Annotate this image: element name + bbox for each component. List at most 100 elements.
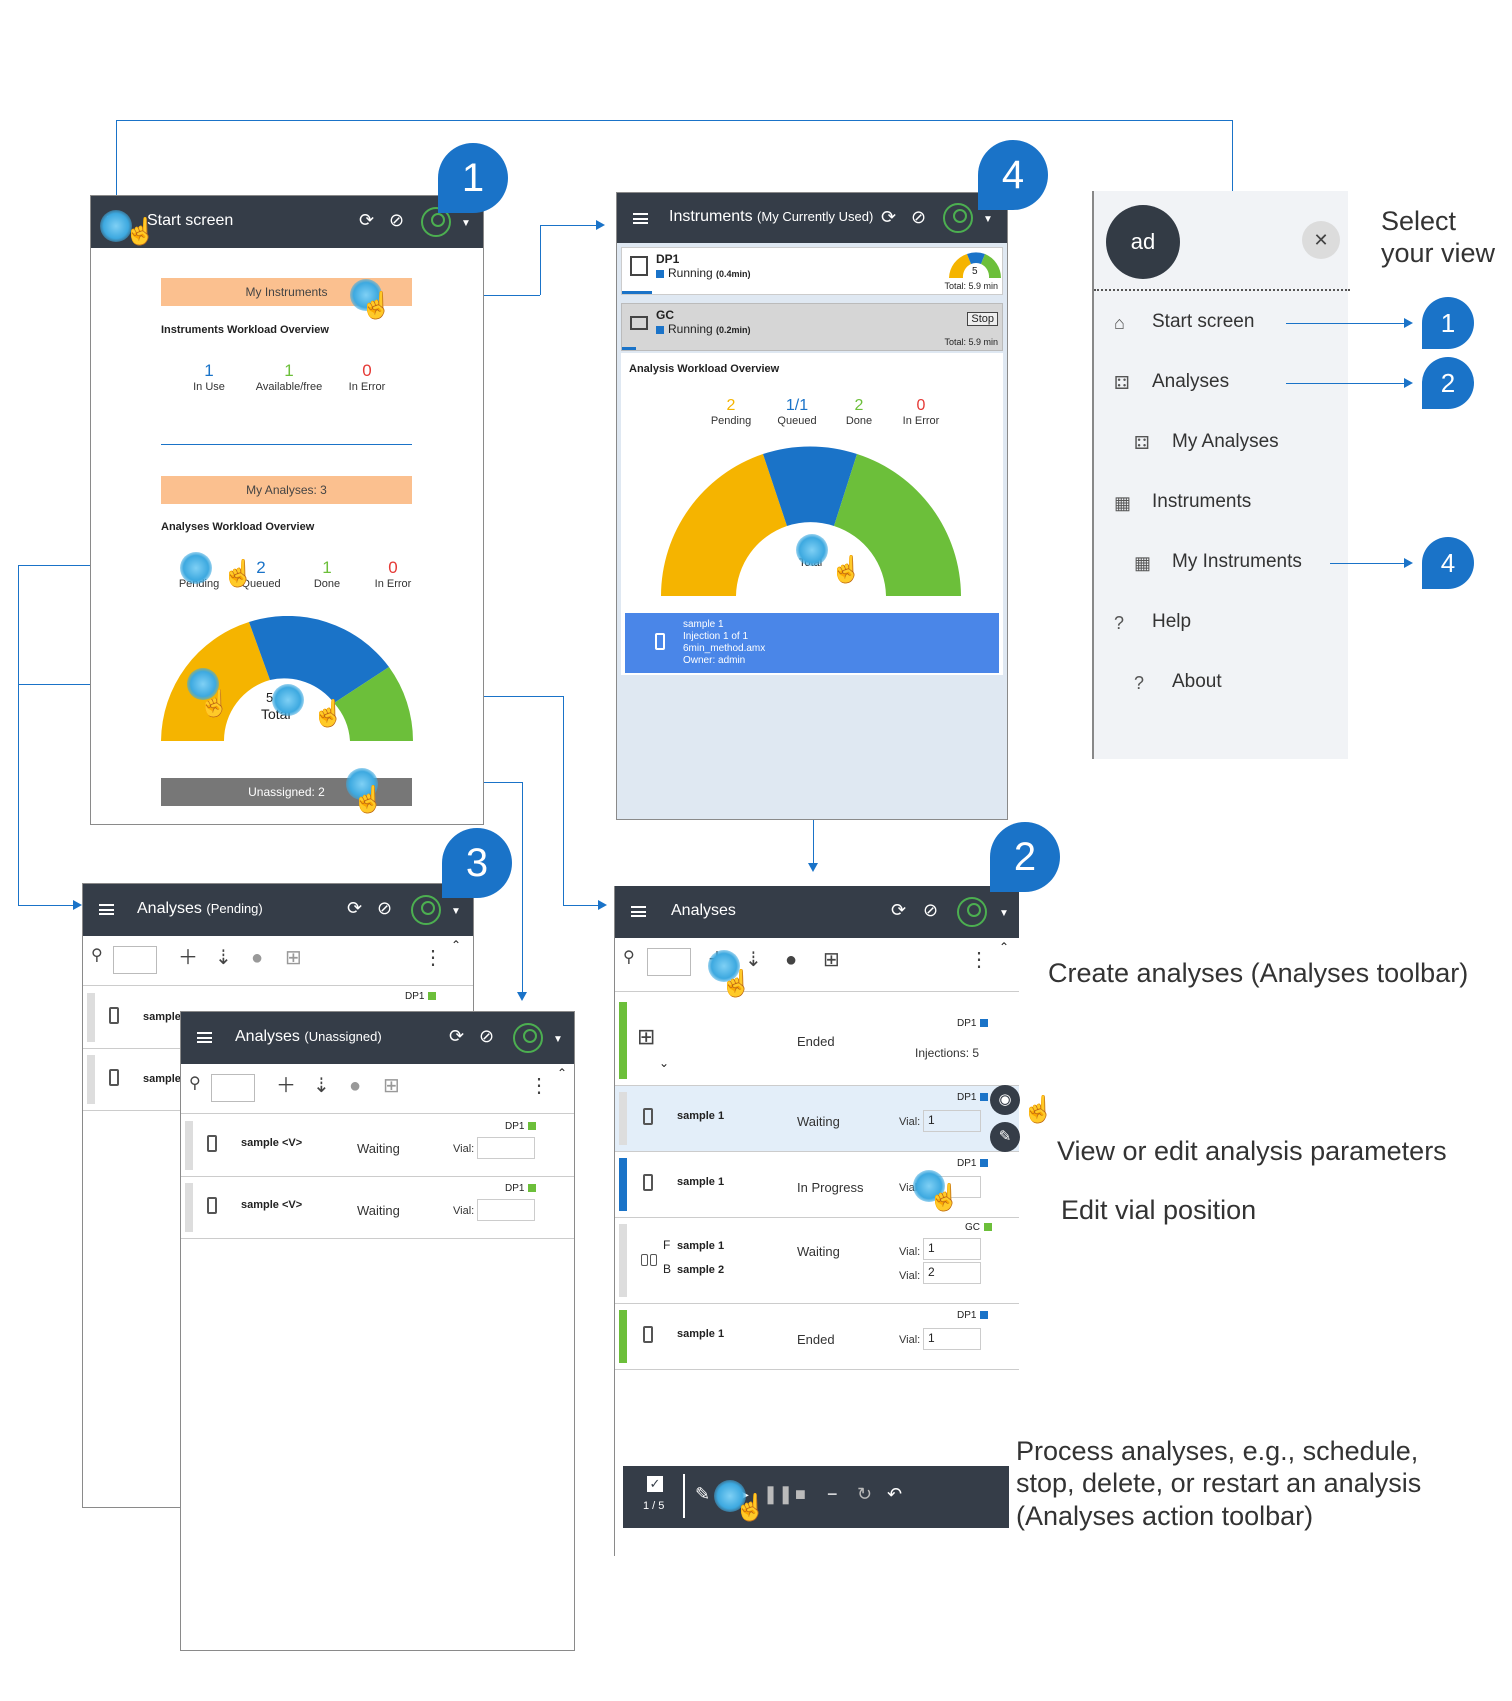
menu-item[interactable]: About <box>1172 671 1222 692</box>
remove-icon[interactable]: − <box>827 1484 838 1504</box>
stat-2[interactable]: 1 Done <box>287 558 367 590</box>
notifications-off-icon[interactable]: ⊘ <box>479 1026 495 1046</box>
stat-0[interactable]: 1 In Use <box>169 361 249 393</box>
vial-input[interactable]: 2 <box>923 1262 981 1284</box>
vial-input[interactable] <box>477 1199 535 1221</box>
chevron-down-icon[interactable]: ▼ <box>983 214 993 225</box>
chevron-down-icon[interactable]: ▼ <box>451 906 461 917</box>
stop-icon[interactable]: ■ <box>795 1484 806 1504</box>
add-icon[interactable]: ＋ <box>276 1075 296 1097</box>
restart-icon[interactable]: ↻ <box>857 1484 873 1504</box>
user-avatar-icon[interactable] <box>513 1023 543 1053</box>
user-avatar[interactable]: ad <box>1106 205 1180 279</box>
menu-item[interactable]: Instruments <box>1152 491 1252 512</box>
stat-3[interactable]: 0 In Error <box>881 397 961 427</box>
user-avatar-icon[interactable] <box>411 895 441 925</box>
done-segment[interactable] <box>834 454 961 596</box>
my-analyses-banner[interactable]: My Analyses: 3 <box>161 476 412 504</box>
stat-2[interactable]: 0 In Error <box>327 361 407 393</box>
queued-segment[interactable] <box>249 616 389 703</box>
search-icon[interactable]: ⚲ <box>623 949 635 966</box>
menu-icon[interactable] <box>99 904 114 915</box>
collapse-icon[interactable]: ⌃ <box>999 940 1010 954</box>
sort-icon[interactable]: ⇣ <box>745 949 762 971</box>
group-icon[interactable]: ⊞ <box>285 947 302 969</box>
add-icon[interactable]: ＋ <box>178 947 198 969</box>
more-icon[interactable]: ⋮ <box>969 949 989 971</box>
stat-3[interactable]: 0 In Error <box>353 558 433 590</box>
collapse-icon[interactable]: ⌃ <box>557 1066 568 1080</box>
search-icon[interactable]: ⚲ <box>189 1075 201 1092</box>
notifications-off-icon[interactable]: ⊘ <box>923 900 939 920</box>
edit-icon[interactable]: ✎ <box>695 1484 711 1504</box>
user-filter-icon[interactable]: ● <box>251 947 264 969</box>
stat-1[interactable]: 2 Queued <box>221 558 301 590</box>
search-input[interactable] <box>647 948 691 976</box>
stop-button[interactable]: Stop <box>967 312 998 326</box>
menu-icon[interactable] <box>631 906 646 917</box>
running-sample-card[interactable]: sample 1 Injection 1 of 1 6min_method.am… <box>625 613 999 673</box>
stat-1[interactable]: 1/1 Queued <box>757 397 837 427</box>
stat-1[interactable]: 1 Available/free <box>249 361 329 393</box>
edit-icon[interactable]: ✎ <box>990 1122 1020 1152</box>
user-avatar-icon[interactable] <box>421 207 451 237</box>
chevron-down-icon[interactable]: ▼ <box>553 1034 563 1045</box>
chevron-down-icon[interactable]: ⌄ <box>659 1056 670 1070</box>
close-button[interactable]: ✕ <box>1302 221 1340 259</box>
pending-segment[interactable] <box>661 454 787 596</box>
refresh-icon[interactable]: ⟳ <box>881 207 897 227</box>
refresh-icon[interactable]: ⟳ <box>891 900 907 920</box>
sort-icon[interactable]: ⇣ <box>313 1075 330 1097</box>
more-icon[interactable]: ⋮ <box>423 947 443 969</box>
vial-input[interactable]: 1 <box>923 1110 981 1132</box>
stat-2[interactable]: 2 Done <box>819 397 899 427</box>
instrument-card[interactable]: DP1 Running (0.4min) 5 Total: 5.9 min <box>621 247 1003 295</box>
pause-icon[interactable]: ❚❚ <box>763 1484 794 1504</box>
user-avatar-icon[interactable] <box>957 897 987 927</box>
refresh-icon[interactable]: ⟳ <box>347 898 363 918</box>
list-item[interactable]: sample <V> Waiting Vial: DP1 <box>181 1115 574 1177</box>
search-input[interactable] <box>211 1074 255 1102</box>
menu-item[interactable]: Help <box>1152 611 1192 632</box>
undo-icon[interactable]: ↶ <box>887 1484 903 1504</box>
done-segment[interactable] <box>334 667 413 741</box>
select-all-checkbox[interactable]: ✓ <box>647 1476 663 1492</box>
search-icon[interactable]: ⚲ <box>91 947 103 964</box>
group-icon[interactable]: ⊞ <box>823 949 840 971</box>
instrument-card[interactable]: GC Running (0.2min) Stop Total: 5.9 min <box>621 303 1003 351</box>
refresh-icon[interactable]: ⟳ <box>359 210 375 230</box>
menu-item[interactable]: My Analyses <box>1172 431 1279 452</box>
queued-segment[interactable] <box>763 446 857 526</box>
vial-input[interactable]: 1 <box>923 1238 981 1260</box>
menu-item[interactable]: Start screen <box>1152 311 1255 332</box>
menu-icon[interactable] <box>633 213 648 224</box>
search-input[interactable] <box>113 946 157 974</box>
menu-item[interactable]: My Instruments <box>1172 551 1302 572</box>
notifications-off-icon[interactable]: ⊘ <box>377 898 393 918</box>
chevron-down-icon[interactable]: ▼ <box>999 908 1009 919</box>
user-avatar-icon[interactable] <box>943 203 973 233</box>
collapse-icon[interactable]: ⌃ <box>451 938 462 952</box>
list-item[interactable]: sample 1 Waiting Vial: 1 DP1 <box>615 1086 1019 1152</box>
chevron-down-icon[interactable]: ▼ <box>461 218 471 229</box>
menu-icon[interactable] <box>197 1032 212 1043</box>
more-icon[interactable]: ⋮ <box>529 1075 549 1097</box>
list-item[interactable]: sample 1 In Progress Vial: 1 DP1 <box>615 1152 1019 1218</box>
refresh-icon[interactable]: ⟳ <box>449 1026 465 1046</box>
sort-icon[interactable]: ⇣ <box>215 947 232 969</box>
list-item[interactable]: F sample 1 B sample 2 Waiting Vial: 1 Vi… <box>615 1218 1019 1304</box>
vial-input[interactable] <box>477 1137 535 1159</box>
vial-input[interactable]: 1 <box>923 1328 981 1350</box>
analyses-gauge[interactable] <box>661 446 961 598</box>
user-filter-icon[interactable]: ● <box>785 949 798 971</box>
group-icon[interactable]: ⊞ <box>383 1075 400 1097</box>
list-item[interactable]: ⊞ ⌄ Ended DP1 Injections: 5 <box>615 996 1019 1086</box>
list-item[interactable]: sample <V> Waiting Vial: DP1 <box>181 1177 574 1239</box>
menu-item[interactable]: Analyses <box>1152 371 1230 392</box>
list-item[interactable]: sample 1 Ended Vial: 1 DP1 <box>615 1304 1019 1370</box>
notifications-off-icon[interactable]: ⊘ <box>911 207 927 227</box>
view-icon[interactable]: ◉ <box>990 1085 1020 1115</box>
user-filter-icon[interactable]: ● <box>349 1075 362 1097</box>
notifications-off-icon[interactable]: ⊘ <box>389 210 405 230</box>
